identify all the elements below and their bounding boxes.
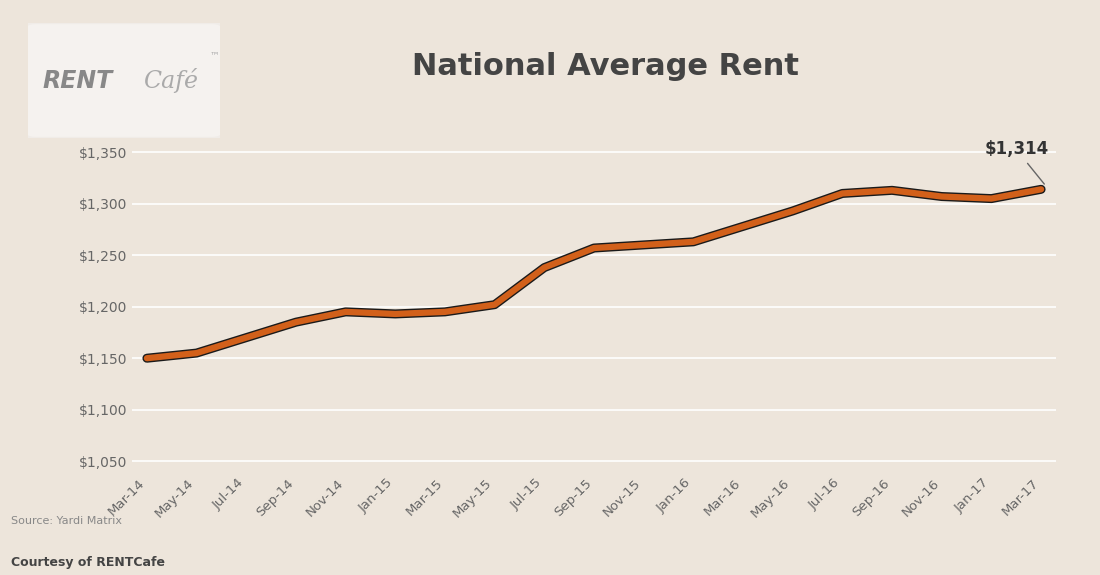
Text: $1,314: $1,314: [984, 140, 1048, 184]
Text: Courtesy of RENTCafe: Courtesy of RENTCafe: [11, 556, 165, 569]
Text: RENT: RENT: [43, 68, 113, 93]
Text: ™: ™: [209, 50, 219, 60]
FancyBboxPatch shape: [25, 24, 222, 137]
Text: National Average Rent: National Average Rent: [411, 52, 799, 81]
Text: Source: Yardi Matrix: Source: Yardi Matrix: [11, 516, 122, 526]
Text: Café: Café: [143, 68, 198, 93]
